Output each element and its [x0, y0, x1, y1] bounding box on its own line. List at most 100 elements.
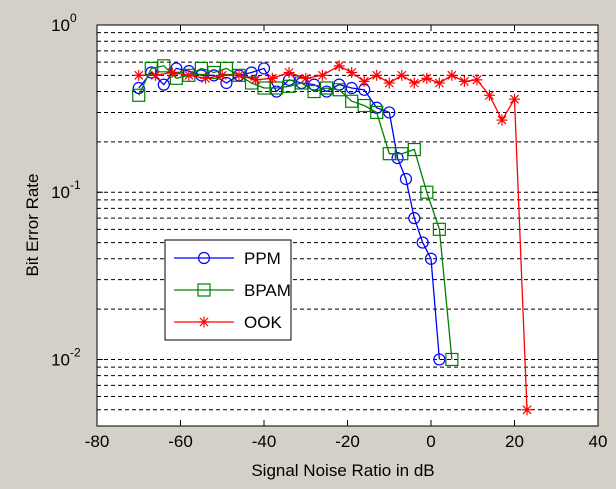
- ook-marker: [433, 77, 445, 89]
- x-tick-labels: -80 -60 -40 -20 0 20 40: [85, 432, 608, 451]
- ook-marker-stroke: [301, 73, 311, 83]
- ook-marker: [283, 66, 295, 78]
- x-tick-label: 0: [426, 432, 435, 451]
- bpam-marker: [219, 61, 234, 76]
- ook-marker-stroke: [522, 405, 532, 415]
- y-tick-label-exponent: -1: [70, 178, 81, 192]
- ppm-marker: [157, 78, 170, 91]
- ook-marker-stroke: [472, 75, 482, 85]
- legend-entries: PPM BPAM OOK: [174, 249, 291, 332]
- x-tick-label: -80: [85, 432, 110, 451]
- x-tick-label: 40: [589, 432, 608, 451]
- ook-marker: [496, 114, 508, 126]
- ook-marker-stroke: [267, 73, 277, 83]
- bpam-marker: [197, 283, 211, 297]
- x-axis-label: Signal Noise Ratio in dB: [251, 461, 434, 480]
- x-tick-label: 20: [505, 432, 524, 451]
- ook-marker: [183, 69, 195, 81]
- tick-marks: [96, 24, 599, 426]
- ook-marker: [300, 72, 312, 84]
- bpam-marker: [182, 68, 196, 82]
- y-tick-label-exponent: -2: [70, 345, 81, 359]
- legend-entry-bpam: BPAM: [174, 281, 291, 300]
- ook-marker: [358, 75, 370, 87]
- ook-marker: [233, 69, 245, 81]
- bpam-marker: [132, 88, 146, 102]
- ook-marker-stroke: [459, 76, 469, 86]
- ook-marker-stroke: [509, 94, 520, 104]
- ook-marker-stroke: [409, 78, 419, 88]
- ook-line: [138, 65, 528, 410]
- legend-entry-ook: OOK: [174, 313, 282, 332]
- ook-marker-stroke: [184, 70, 194, 80]
- ook-marker: [471, 74, 483, 86]
- ppm-marker: [408, 212, 421, 225]
- ook-marker: [458, 75, 470, 87]
- ppm-marker: [433, 353, 446, 366]
- ook-marker-stroke: [167, 67, 177, 78]
- ook-marker-stroke: [201, 73, 211, 83]
- ook-marker-stroke: [422, 73, 432, 83]
- ook-marker: [216, 69, 228, 81]
- y-tick-label-base: 10: [51, 16, 70, 35]
- ppm-marker: [391, 151, 404, 165]
- ppm-marker: [345, 81, 358, 95]
- ook-marker-stroke: [284, 67, 294, 78]
- legend: PPM BPAM OOK: [164, 239, 292, 341]
- ook-marker-stroke: [497, 115, 507, 125]
- ook-marker: [266, 72, 278, 84]
- ook-marker: [250, 74, 262, 86]
- ppm-marker: [257, 62, 271, 75]
- ook-marker-stroke: [484, 90, 494, 100]
- ook-marker-stroke: [334, 61, 344, 71]
- x-tick-label: -60: [168, 432, 193, 451]
- bpam-marker: [407, 142, 421, 157]
- legend-label-ook: OOK: [244, 313, 282, 332]
- y-tick-label-base: 10: [51, 183, 70, 202]
- ook-marker: [198, 316, 210, 328]
- y-tick-label-exponent: 0: [70, 11, 77, 25]
- y-axis-label: Bit Error Rate: [23, 174, 42, 277]
- ook-marker: [346, 66, 358, 78]
- ook-marker: [483, 89, 495, 101]
- ook-marker-stroke: [134, 70, 144, 80]
- ook-marker: [149, 69, 161, 81]
- ook-marker: [200, 72, 212, 84]
- bpam-marker: [432, 222, 446, 236]
- ook-marker: [133, 69, 145, 81]
- ook-marker: [521, 404, 533, 416]
- ook-marker-stroke: [251, 75, 261, 85]
- ook-marker: [166, 66, 178, 78]
- ook-marker-stroke: [234, 70, 244, 80]
- ook-marker: [509, 93, 520, 105]
- x-tick-label: -40: [252, 432, 277, 451]
- ppm-marker: [132, 81, 145, 95]
- ook-marker-stroke: [217, 70, 227, 80]
- ook-marker: [333, 60, 345, 72]
- y-tick-label-base: 10: [51, 350, 70, 369]
- bpam-series: [132, 59, 459, 367]
- ppm-marker: [220, 76, 233, 90]
- ppm-marker: [416, 236, 429, 249]
- legend-label-ppm: PPM: [244, 249, 281, 268]
- bpam-marker: [357, 98, 371, 113]
- ppm-marker: [170, 62, 183, 75]
- x-tick-label: -20: [335, 432, 360, 451]
- ook-marker: [408, 77, 420, 89]
- legend-entry-ppm: PPM: [174, 249, 281, 268]
- ook-marker: [446, 69, 458, 81]
- ook-marker: [421, 72, 433, 84]
- ook-marker-stroke: [384, 78, 394, 88]
- bpam-marker: [445, 352, 459, 367]
- ppm-marker: [383, 106, 396, 119]
- ppm-marker: [197, 251, 211, 265]
- ppm-marker: [195, 69, 208, 82]
- ook-marker-stroke: [397, 70, 407, 80]
- ook-marker-stroke: [199, 317, 209, 327]
- ook-marker-stroke: [359, 76, 369, 86]
- bpam-marker: [157, 59, 171, 73]
- ook-marker-stroke: [150, 70, 160, 80]
- ppm-marker: [399, 172, 413, 186]
